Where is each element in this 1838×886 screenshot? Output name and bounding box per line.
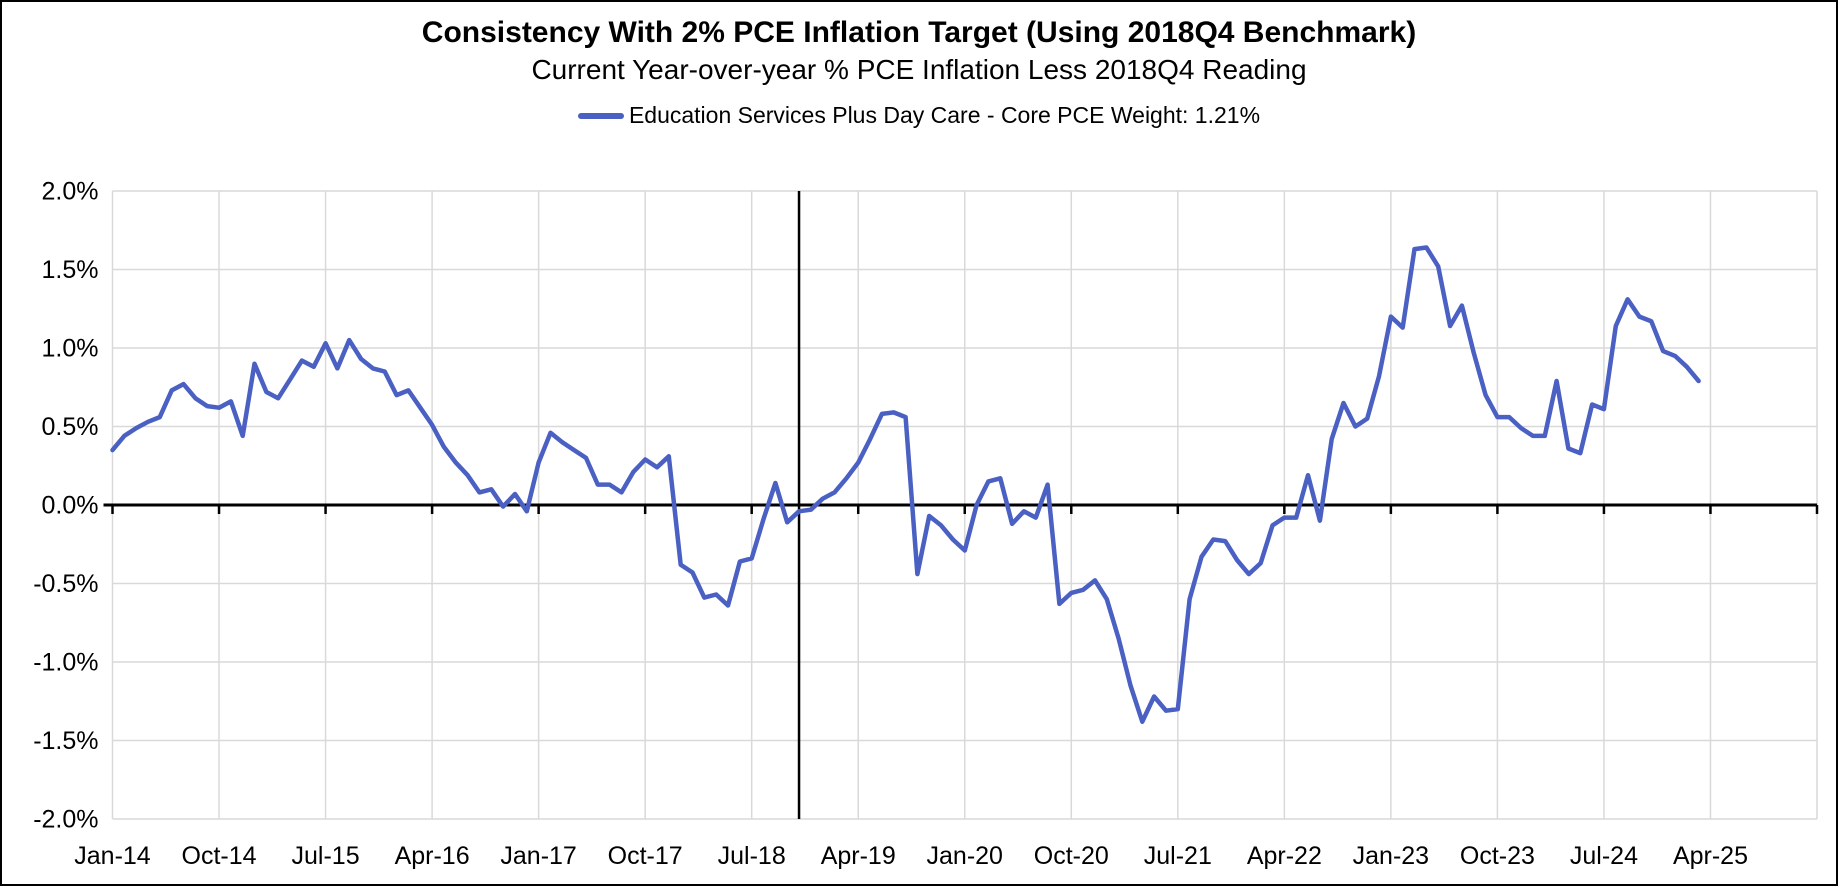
x-axis-tick-label: Oct-20 [1034,842,1109,870]
x-axis-tick-label: Apr-19 [821,842,896,870]
series-line [110,245,1701,724]
chart-title: Consistency With 2% PCE Inflation Target… [421,16,1417,49]
x-axis-tick-label: Jan-23 [1353,842,1429,870]
y-axis-tick-label: 0.0% [42,492,99,520]
y-axis-tick-label: 1.0% [42,335,99,363]
legend-line-marker [577,112,624,119]
x-axis-tick-label: Jul-24 [1570,842,1638,870]
y-axis-tick-label: -0.5% [33,570,98,598]
x-axis-tick-label: Jul-18 [718,842,786,870]
x-axis-tick-label: Oct-14 [182,842,257,870]
y-axis-tick-label: -1.5% [33,727,98,755]
x-axis-tick-label: Jul-15 [292,842,360,870]
legend-label: Education Services Plus Day Care - Core … [628,102,1261,128]
x-axis-tick-label: Oct-17 [608,842,683,870]
x-axis-tick-label: Apr-22 [1247,842,1322,870]
y-axis-tick-label: 0.5% [42,413,99,441]
x-axis-tick-label: Jan-20 [927,842,1003,870]
x-axis-tick-label: Apr-16 [395,842,470,870]
y-axis-tick-label: 1.5% [42,256,99,284]
x-axis-tick-label: Oct-23 [1460,842,1535,870]
y-axis-tick-label: -2.0% [33,806,98,834]
y-axis-tick-label: -1.0% [33,649,98,677]
x-axis-tick-label: Jul-21 [1144,842,1212,870]
x-axis-tick-label: Jan-14 [74,842,151,870]
chart-subtitle: Current Year-over-year % PCE Inflation L… [531,54,1307,85]
x-axis-tick-label: Jan-17 [500,842,576,870]
y-axis-tick-label: 2.0% [42,178,99,206]
x-axis-tick-label: Apr-25 [1673,842,1748,870]
legend: Education Services Plus Day Care - Core … [2,102,1836,129]
